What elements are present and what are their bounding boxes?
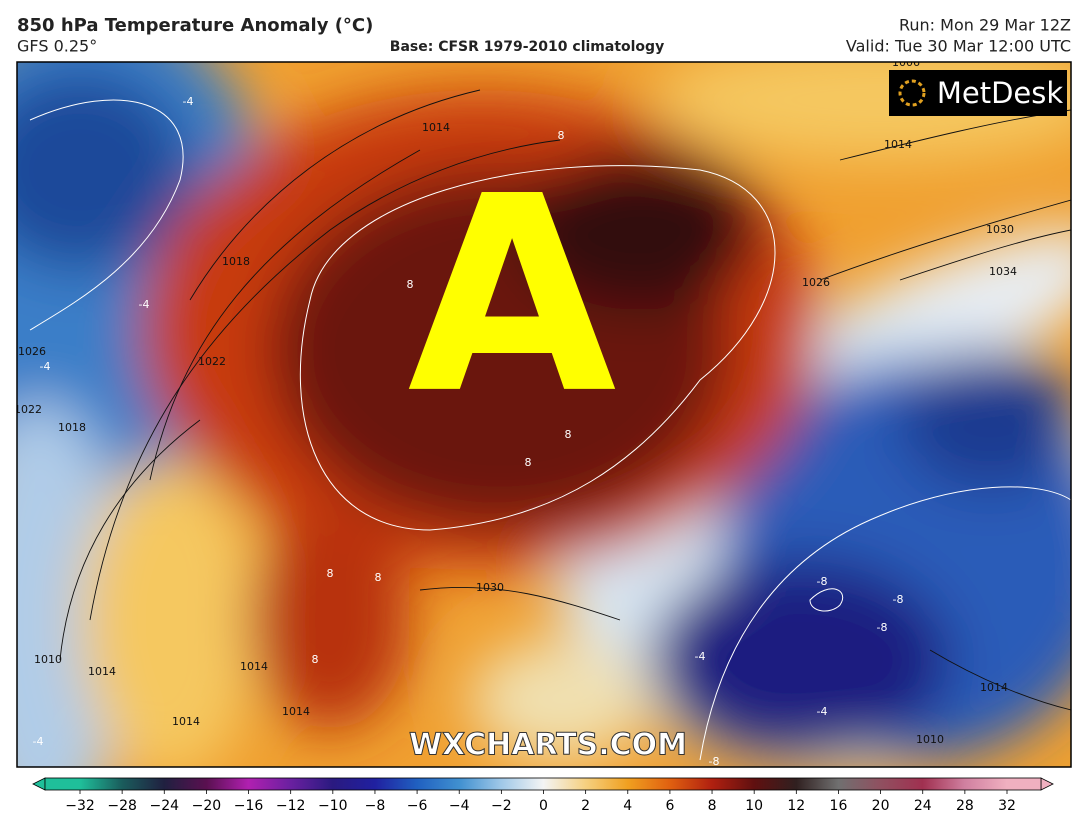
colorbar-left-end [32,777,46,791]
contour-label: 1030 [476,581,504,594]
contour-label: -4 [695,650,706,663]
anomaly-contours [29,99,1071,761]
run: Run: Mon 29 Mar 12Z [899,16,1071,35]
contour-label: -8 [709,755,720,768]
colorbar-tick-label: −12 [276,798,306,814]
colorbar-tick-label: −20 [192,798,222,814]
colorbar-tick-label: 8 [708,798,717,814]
colorbar-tick-label: −2 [491,798,512,814]
contour-label: 1034 [989,265,1017,278]
colorbar-tick-label: −4 [449,798,470,814]
colorbar-body [44,777,1042,791]
overlay-letter: A [408,138,619,453]
contour-label: 1010 [916,733,944,746]
colorbar-tick-label: 32 [998,798,1016,814]
contour-label: 1022 [198,355,226,368]
colorbar-tick-label: 10 [745,798,763,814]
contour-label: 8 [525,456,532,469]
contour-label: 8 [407,278,414,291]
isobars [59,89,1071,711]
colorbar-right-end [1040,777,1054,791]
colorbar-tick-label: −10 [318,798,348,814]
contour-label: 8 [565,428,572,441]
colorbar-tick-label: −32 [65,798,95,814]
contour-label: -8 [877,621,888,634]
contour-label: 1030 [986,223,1014,236]
contour-label: 1006 [892,56,920,69]
contour-label: 1018 [222,255,250,268]
contour-label: 8 [327,567,334,580]
contour-label: 1014 [172,715,200,728]
valid: Valid: Tue 30 Mar 12:00 UTC [846,37,1071,56]
colorbar-tick-label: 16 [830,798,848,814]
contour-label: -4 [817,705,828,718]
colorbar-tick-label: 6 [665,798,674,814]
logo-box [889,70,1067,116]
contour-label: 1010 [34,653,62,666]
contour-label: -4 [33,735,44,748]
logo-icon [898,79,926,107]
colorbar-tick-label: 0 [539,798,548,814]
colorbar-tick-label: −28 [107,798,137,814]
contour-label: 1026 [802,276,830,289]
colorbar-tick-label: 12 [787,798,805,814]
colorbar-tick-label: 2 [581,798,590,814]
watermark: WXCHARTS.COM [409,728,687,763]
map-frame [16,61,1072,768]
contour-label: -4 [40,360,51,373]
colorbar-tick-label: −8 [365,798,386,814]
colorbar-tick-label: 28 [956,798,974,814]
colorbar-tick-label: 24 [914,798,932,814]
logo-text: MetDesk [937,76,1064,110]
contour-label: -8 [893,593,904,606]
contour-label: 8 [375,571,382,584]
contour-label: 1014 [88,665,116,678]
contour-label: 1018 [58,421,86,434]
contour-label: 1022 [14,403,42,416]
title: 850 hPa Temperature Anomaly (°C) [17,15,373,36]
colorbar-tick-label: 4 [623,798,632,814]
contour-label: -8 [817,575,828,588]
contour-label: 1014 [282,705,310,718]
colorbar-tick-label: −24 [149,798,179,814]
contour-label: 1014 [240,660,268,673]
contour-label: 1026 [18,345,46,358]
colorbar-tick-label: −16 [234,798,264,814]
contour-label: 1014 [422,121,450,134]
colorbar-tick-label: −6 [407,798,428,814]
contour-label: 1014 [884,138,912,151]
model: GFS 0.25° [17,37,97,56]
contour-label: -4 [139,298,150,311]
colorbar-tick-label: 20 [872,798,890,814]
base: Base: CFSR 1979-2010 climatology [390,39,664,55]
contour-label: 8 [558,129,565,142]
contour-label: 1014 [980,681,1008,694]
contour-label: -4 [183,95,194,108]
colorbar: −32 −28 −24 −20 −16 −12 −10 −8 −6 −4 −2 0 2 4 6 8 10 12 16… [32,777,1054,814]
contour-label: 8 [312,653,319,666]
